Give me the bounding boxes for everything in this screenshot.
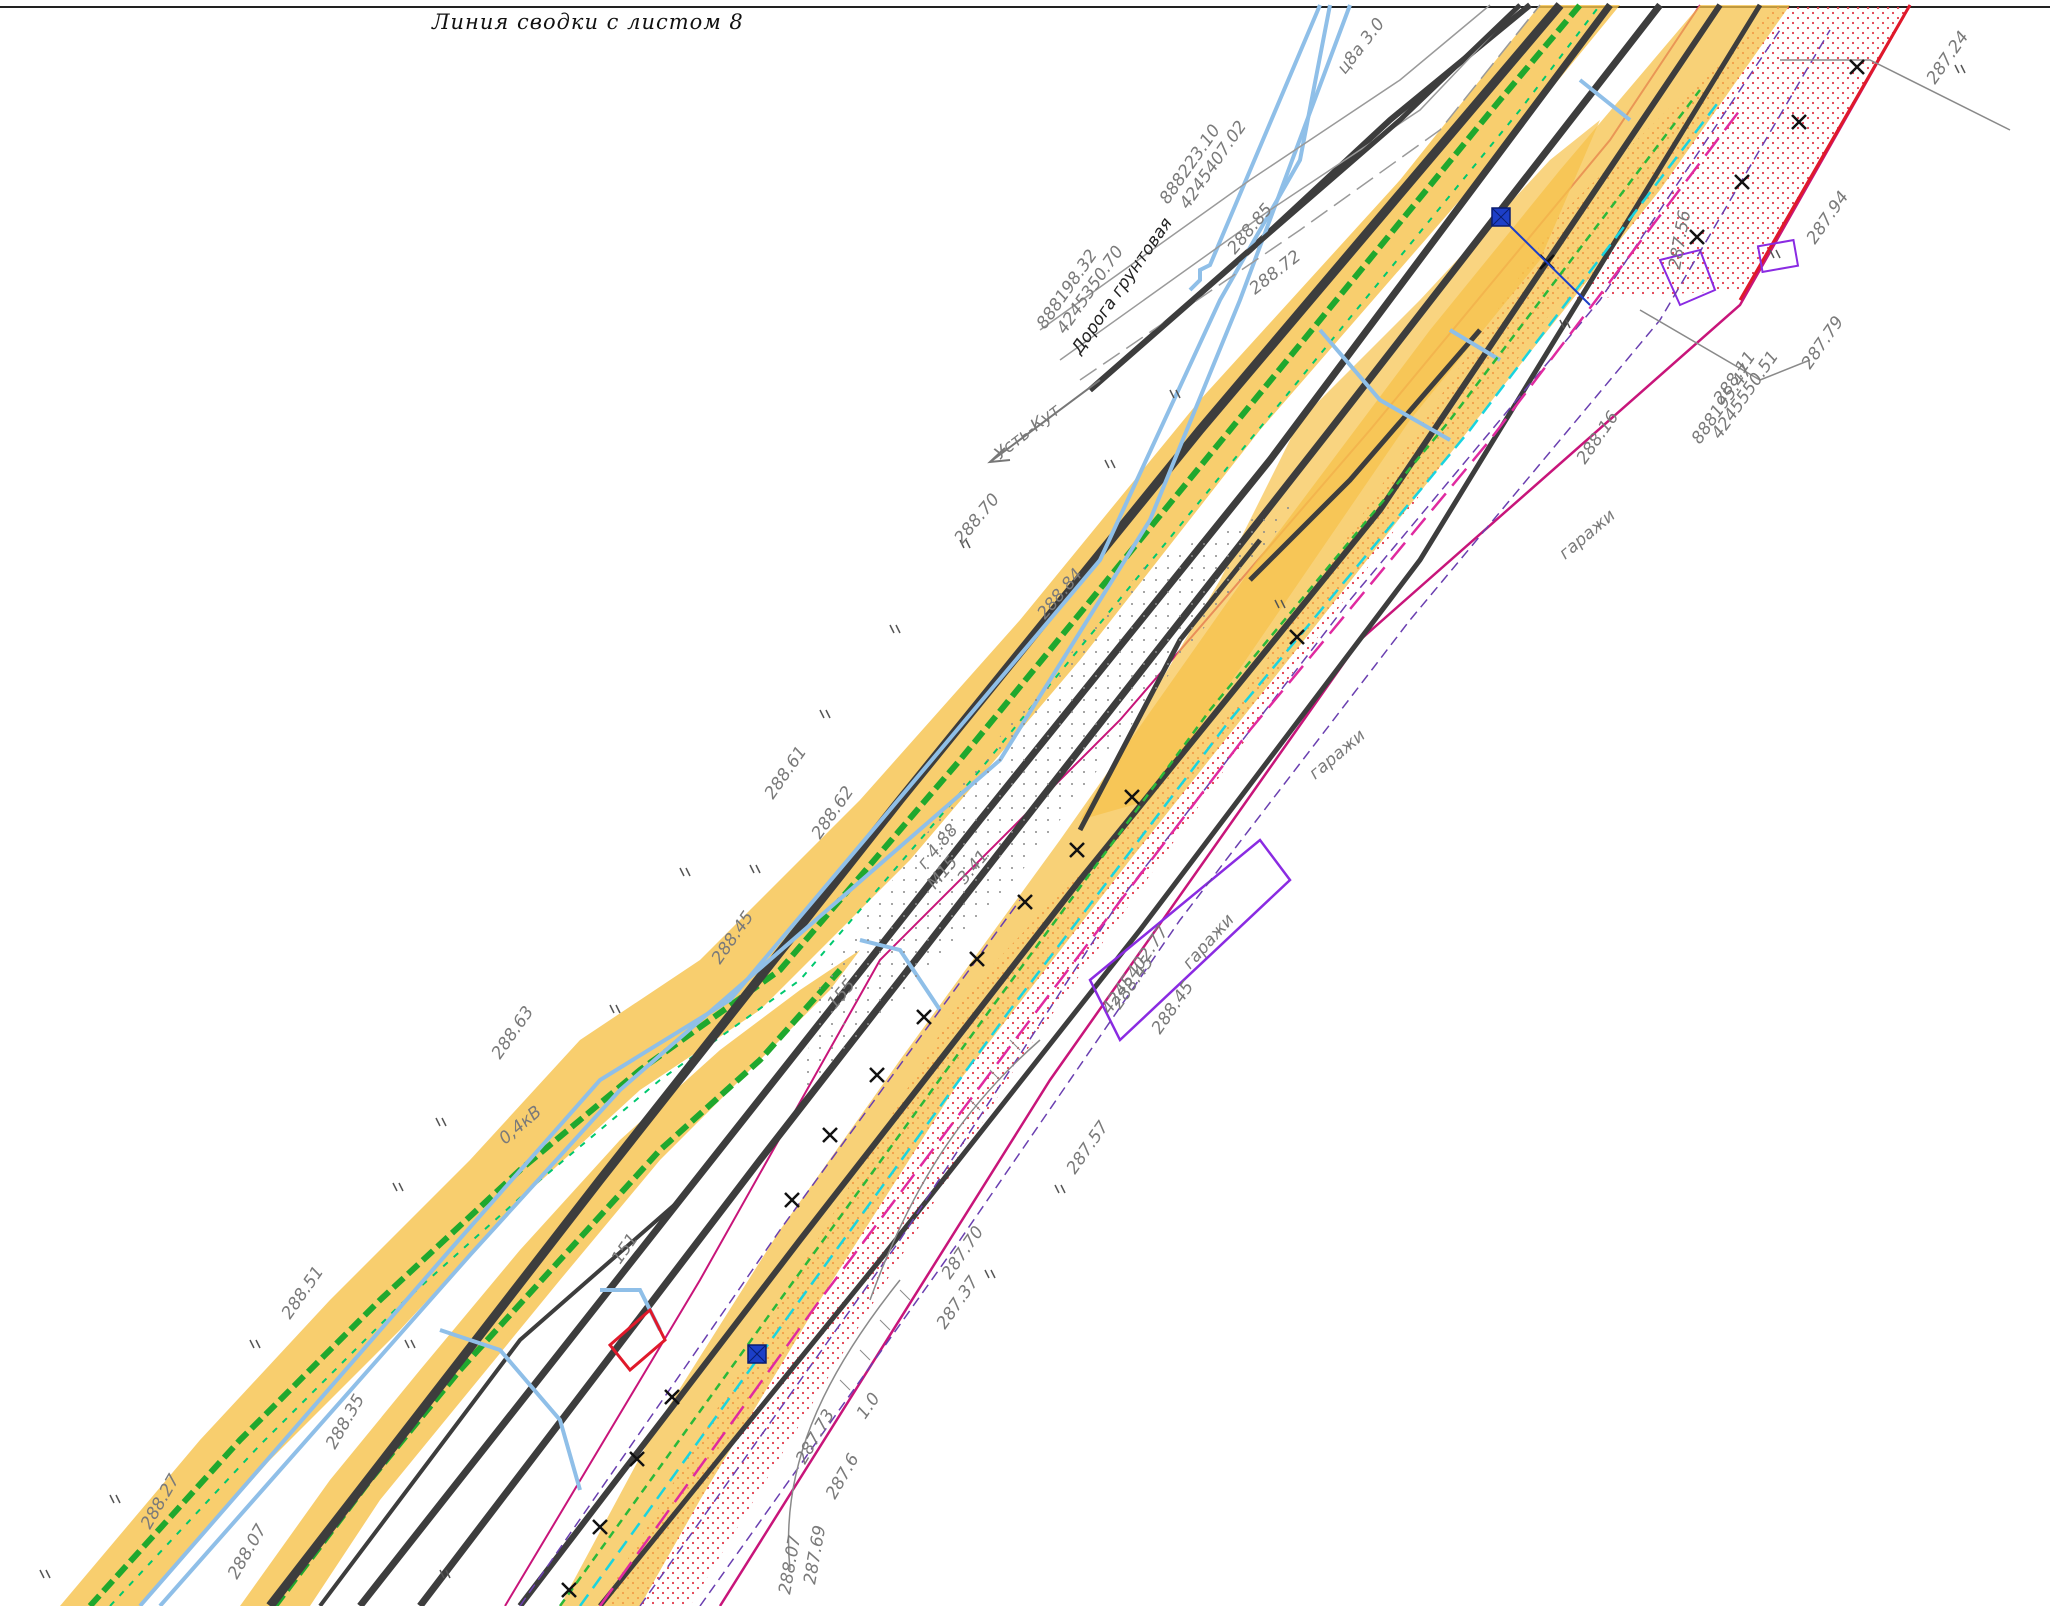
elevation-label: 287.94 (1803, 188, 1854, 248)
survey-markers (747, 207, 1591, 1364)
road-centerline (1088, 3, 1522, 392)
garages-label-1: гаражи (1555, 505, 1619, 563)
garage-block-3 (1658, 248, 1717, 307)
elevation-label: 288.72 (1246, 247, 1305, 299)
contour-curves (787, 59, 2011, 1571)
elevation-label: 288.07 (775, 1534, 805, 1596)
direction-arrowhead (987, 447, 1011, 464)
green-belt-lower-line (272, 968, 843, 1606)
elevation-label: 288.70 (951, 490, 1005, 548)
direction-label: Усть-Кут (991, 400, 1065, 464)
elevation-label: 287.24 (1923, 28, 1974, 88)
elevation-label: 288.63 (488, 1003, 539, 1063)
garage-block-2 (1756, 238, 1800, 274)
red-box (607, 1307, 667, 1373)
elevation-label: 287.57 (1063, 1118, 1114, 1178)
elevation-label: 288.61 (761, 743, 812, 803)
protection-buffer-west (1080, 120, 1600, 820)
mark-label-3: 1.0 (853, 1389, 885, 1423)
garages-label-2: гаражи (1305, 725, 1369, 783)
cross-markers (561, 59, 1865, 1598)
garage-block-1 (1088, 838, 1292, 1043)
green-belt-line-2 (109, 4, 1601, 1606)
dotted-zone (600, 5, 1910, 1606)
green-belt-upper (60, 5, 1620, 1606)
red-boundary (1738, 4, 1912, 301)
grass-symbols (39, 64, 1966, 1579)
match-line-label: Линия сводки с листом 8 (432, 10, 744, 34)
slope-ticks (839, 1039, 1021, 1391)
elevation-label: 287.6 (822, 1450, 864, 1502)
direction-arrow (989, 379, 1101, 463)
vegetation-area (800, 500, 1300, 1100)
elevation-label: 287.70 (938, 1223, 989, 1283)
dirt-road (1039, 4, 1541, 381)
garages-label-3: гаражи (1179, 910, 1239, 973)
green-belt-line (87, 3, 1583, 1606)
elevation-label: 287.37 (933, 1273, 984, 1333)
elevation-label: 287.69 (800, 1524, 830, 1586)
elevation-label: 287.79 (1798, 313, 1849, 373)
